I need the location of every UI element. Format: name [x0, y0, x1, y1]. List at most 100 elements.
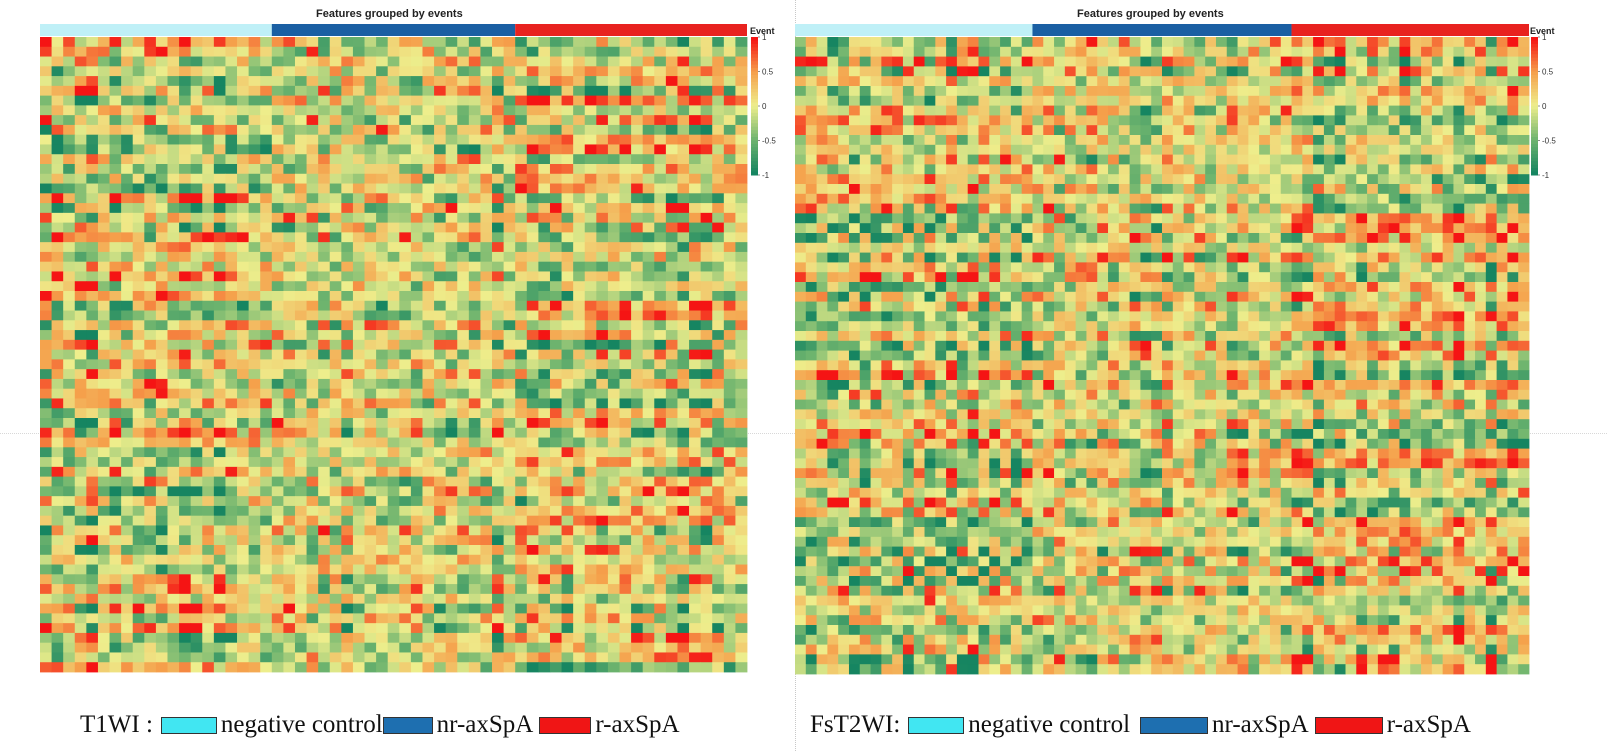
heatmap-cell — [549, 652, 562, 663]
heatmap-cell — [341, 291, 354, 302]
heatmap-cell — [480, 554, 493, 565]
heatmap-cell — [190, 525, 203, 536]
heatmap-cell — [526, 574, 539, 585]
heatmap-cell — [735, 662, 748, 673]
heatmap-cell — [515, 632, 528, 644]
heatmap-cell — [1000, 135, 1012, 146]
heatmap-cell — [213, 154, 226, 165]
heatmap-cell — [457, 95, 470, 106]
heatmap-cell — [1064, 164, 1077, 175]
heatmap-cell — [1194, 76, 1206, 87]
heatmap-cell — [260, 124, 273, 136]
heatmap-cell — [86, 476, 99, 487]
heatmap-cell — [225, 339, 238, 351]
heatmap-cell — [607, 105, 620, 116]
heatmap-cell — [271, 193, 284, 204]
heatmap-cell — [121, 466, 134, 478]
heatmap-cell — [665, 408, 678, 419]
heatmap-cell — [306, 515, 319, 526]
heatmap-cell — [109, 183, 122, 194]
heatmap-cell — [838, 95, 850, 106]
heatmap-cell — [642, 496, 655, 507]
heatmap-cell — [526, 398, 539, 409]
heatmap-cell — [213, 261, 226, 272]
heatmap-cell — [63, 339, 76, 351]
heatmap-cell — [967, 135, 979, 146]
heatmap-cell — [109, 642, 122, 653]
heatmap-cell — [549, 378, 562, 390]
heatmap-cell — [190, 222, 203, 233]
heatmap-cell — [1410, 95, 1422, 106]
color-scale-step — [751, 123, 758, 128]
heatmap-cell — [97, 369, 110, 380]
heatmap-cell — [538, 320, 551, 331]
heatmap-cell — [607, 291, 620, 302]
heatmap-cell — [225, 46, 238, 57]
heatmap-cell — [723, 232, 736, 243]
heatmap-cell — [677, 291, 690, 302]
heatmap-cell — [607, 525, 620, 536]
heatmap-cell — [480, 378, 493, 390]
heatmap-cell — [260, 613, 273, 624]
heatmap-cell — [607, 398, 620, 409]
heatmap-cell — [526, 613, 539, 624]
heatmap-cell — [805, 95, 817, 106]
heatmap-cell — [40, 378, 52, 390]
heatmap-cell — [515, 339, 528, 351]
heatmap-cell — [526, 193, 539, 204]
heatmap-cell — [260, 144, 273, 155]
heatmap-cell — [271, 574, 284, 585]
heatmap-cell — [1097, 95, 1109, 106]
heatmap-cell — [260, 164, 273, 175]
heatmap-cell — [86, 408, 99, 419]
heatmap-cell — [121, 144, 134, 155]
heatmap-cell — [1464, 135, 1476, 146]
heatmap-cell — [515, 203, 528, 214]
heatmap-cell — [1000, 164, 1012, 175]
heatmap-cell — [700, 535, 713, 546]
heatmap-cell — [619, 613, 632, 624]
heatmap-cell — [213, 496, 226, 507]
heatmap-cell — [271, 134, 284, 145]
heatmap-cell — [642, 408, 655, 419]
heatmap-cell — [1054, 144, 1066, 155]
heatmap-cell — [549, 183, 562, 194]
heatmap-cell — [213, 164, 226, 175]
heatmap-cell — [306, 154, 319, 165]
heatmap-cell — [387, 554, 400, 565]
heatmap-cell — [237, 291, 250, 302]
heatmap-cell — [1302, 115, 1314, 126]
heatmap-cell — [1377, 105, 1390, 116]
heatmap-cell — [260, 281, 273, 292]
heatmap-cell — [619, 525, 632, 536]
heatmap-cell — [596, 251, 609, 263]
heatmap-cell — [260, 447, 273, 458]
heatmap-cell — [132, 662, 145, 673]
heatmap-cell — [584, 359, 597, 370]
heatmap-cell — [503, 369, 516, 380]
heatmap-cell — [549, 222, 562, 233]
heatmap-cell — [213, 427, 226, 438]
heatmap-cell — [329, 574, 342, 585]
heatmap-cell — [410, 388, 423, 399]
heatmap-cell — [642, 76, 655, 87]
heatmap-cell — [445, 203, 458, 214]
heatmap-cell — [248, 193, 261, 204]
heatmap-cell — [631, 85, 644, 97]
heatmap-cell — [480, 164, 493, 175]
heatmap-cell — [329, 349, 342, 360]
heatmap-cell — [434, 457, 447, 468]
heatmap-cell — [480, 85, 493, 97]
heatmap-cell — [584, 349, 597, 360]
heatmap-cell — [700, 378, 713, 390]
heatmap-cell — [607, 662, 620, 673]
heatmap-cell — [538, 242, 551, 253]
heatmap-cell — [515, 46, 528, 57]
heatmap-cell — [735, 291, 748, 302]
heatmap-cell — [422, 525, 435, 536]
heatmap-cell — [457, 134, 470, 145]
heatmap-cell — [457, 144, 470, 155]
heatmap-cell — [237, 525, 250, 536]
heatmap-cell — [689, 359, 702, 370]
heatmap-cell — [1421, 66, 1433, 77]
